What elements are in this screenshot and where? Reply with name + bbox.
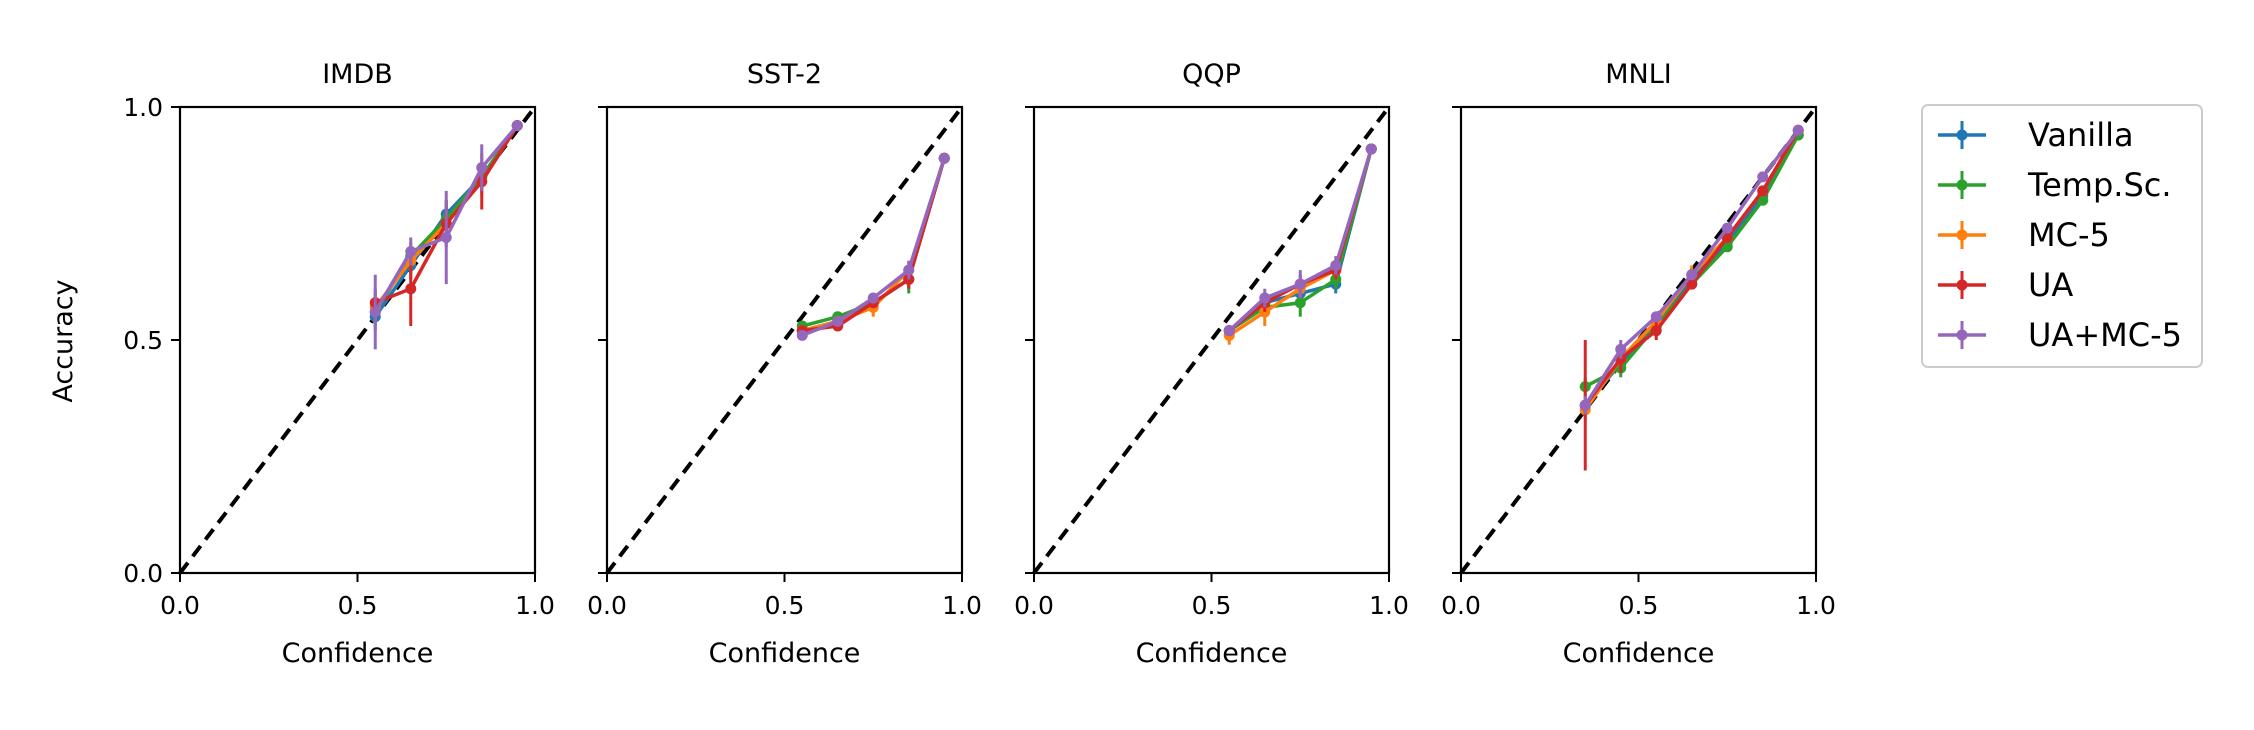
- x-axis-label-qqp: Confidence: [1136, 638, 1288, 669]
- diagonal-reference-line: [605, 105, 964, 575]
- data-point: [1365, 143, 1377, 155]
- data-point: [1615, 343, 1627, 355]
- diagonal-reference-line: [1032, 105, 1391, 575]
- data-point: [1686, 269, 1698, 281]
- legend: Vanilla Temp.Sc. MC-5 UA UA+MC-5: [1921, 104, 2203, 368]
- legend-swatch-marker: [1956, 179, 1968, 191]
- data-point: [938, 152, 950, 164]
- panels: IMDB 0.0 0.5 1.0 0.0 0.5 1.0 Confidence SST-2 0.0…: [123, 59, 1836, 669]
- x-tick-label: 0.5: [1192, 591, 1232, 620]
- series-ua-mc-5: [1579, 124, 1804, 415]
- legend-swatch-marker: [1956, 279, 1968, 291]
- x-tick-label: 0.5: [765, 591, 805, 620]
- data-point: [867, 292, 879, 304]
- data-point: [1757, 194, 1769, 206]
- legend-label: Temp.Sc.: [2027, 166, 2172, 204]
- data-point: [440, 231, 452, 243]
- legend-swatch-marker: [1956, 329, 1968, 341]
- data-point: [476, 162, 488, 174]
- x-axis-label-sst-2: Confidence: [709, 638, 861, 669]
- legend-entry-temp-sc: Temp.Sc.: [1938, 166, 2172, 204]
- panel-title-sst-2: SST-2: [747, 59, 822, 90]
- series-ua-mc-5: [796, 152, 950, 341]
- legend-label: UA+MC-5: [2028, 316, 2182, 354]
- data-point: [511, 120, 523, 132]
- series-ua: [1579, 124, 1804, 471]
- data-point: [1650, 325, 1662, 337]
- data-point: [405, 245, 417, 257]
- data-point: [1757, 185, 1769, 197]
- panel-title-imdb: IMDB: [322, 59, 393, 90]
- legend-label: UA: [2028, 266, 2073, 304]
- series-ua-mc-5: [369, 120, 523, 350]
- data-point: [1792, 124, 1804, 136]
- data-point: [1721, 231, 1733, 243]
- series-temp-sc: [1223, 143, 1377, 337]
- data-point: [1223, 325, 1235, 337]
- panel-imdb: IMDB 0.0 0.5 1.0 0.0 0.5 1.0 Confidence: [123, 59, 555, 669]
- data-point: [1686, 278, 1698, 290]
- legend-label: Vanilla: [2028, 116, 2134, 154]
- y-tick-label: 0.5: [123, 326, 163, 355]
- data-point: [1294, 278, 1306, 290]
- legend-entry-vanilla: Vanilla: [1938, 116, 2134, 154]
- data-point: [1330, 259, 1342, 271]
- x-tick-label: 0.0: [587, 591, 627, 620]
- data-point: [832, 315, 844, 327]
- data-point: [405, 283, 417, 295]
- x-tick-label: 0.5: [1619, 591, 1659, 620]
- legend-entry-ua-mc-5: UA+MC-5: [1938, 316, 2182, 354]
- data-point: [369, 306, 381, 318]
- data-point: [1259, 292, 1271, 304]
- data-point: [1294, 297, 1306, 309]
- x-tick-label: 0.5: [338, 591, 378, 620]
- data-point: [1721, 241, 1733, 253]
- legend-swatch-marker: [1956, 229, 1968, 241]
- x-tick-label: 0.0: [1014, 591, 1054, 620]
- panel-qqp: QQP 0.0 0.5 1.0 Confidence: [1014, 59, 1409, 669]
- panel-title-qqp: QQP: [1182, 59, 1241, 90]
- panel-title-mnli: MNLI: [1605, 59, 1672, 90]
- y-tick-label: 0.0: [123, 559, 163, 588]
- x-tick-label: 1.0: [1369, 591, 1409, 620]
- legend-swatch-marker: [1956, 129, 1968, 141]
- y-tick-label: 1.0: [123, 93, 163, 122]
- series-mc-5: [796, 152, 950, 337]
- legend-label: MC-5: [2028, 216, 2110, 254]
- data-point: [1650, 311, 1662, 323]
- data-point: [1579, 399, 1591, 411]
- y-axis-label: Accuracy: [48, 279, 79, 402]
- panel-sst-2: SST-2 0.0 0.5 1.0 Confidence: [587, 59, 982, 669]
- x-axis-label-mnli: Confidence: [1563, 638, 1715, 669]
- x-tick-label: 1.0: [515, 591, 555, 620]
- x-axis-label-imdb: Confidence: [282, 638, 434, 669]
- legend-entry-ua: UA: [1938, 266, 2073, 304]
- legend-entry-mc-5: MC-5: [1938, 216, 2110, 254]
- x-tick-label: 0.0: [1441, 591, 1481, 620]
- legend-box: [1921, 104, 2203, 368]
- data-point: [796, 329, 808, 341]
- x-tick-label: 1.0: [1796, 591, 1836, 620]
- panel-mnli: MNLI 0.0 0.5 1.0 Confidence: [1441, 59, 1836, 669]
- data-point: [1721, 222, 1733, 234]
- data-point: [1757, 171, 1769, 183]
- x-tick-label: 0.0: [160, 591, 200, 620]
- data-point: [903, 264, 915, 276]
- series-ua-mc-5: [1223, 143, 1377, 337]
- x-tick-label: 1.0: [942, 591, 982, 620]
